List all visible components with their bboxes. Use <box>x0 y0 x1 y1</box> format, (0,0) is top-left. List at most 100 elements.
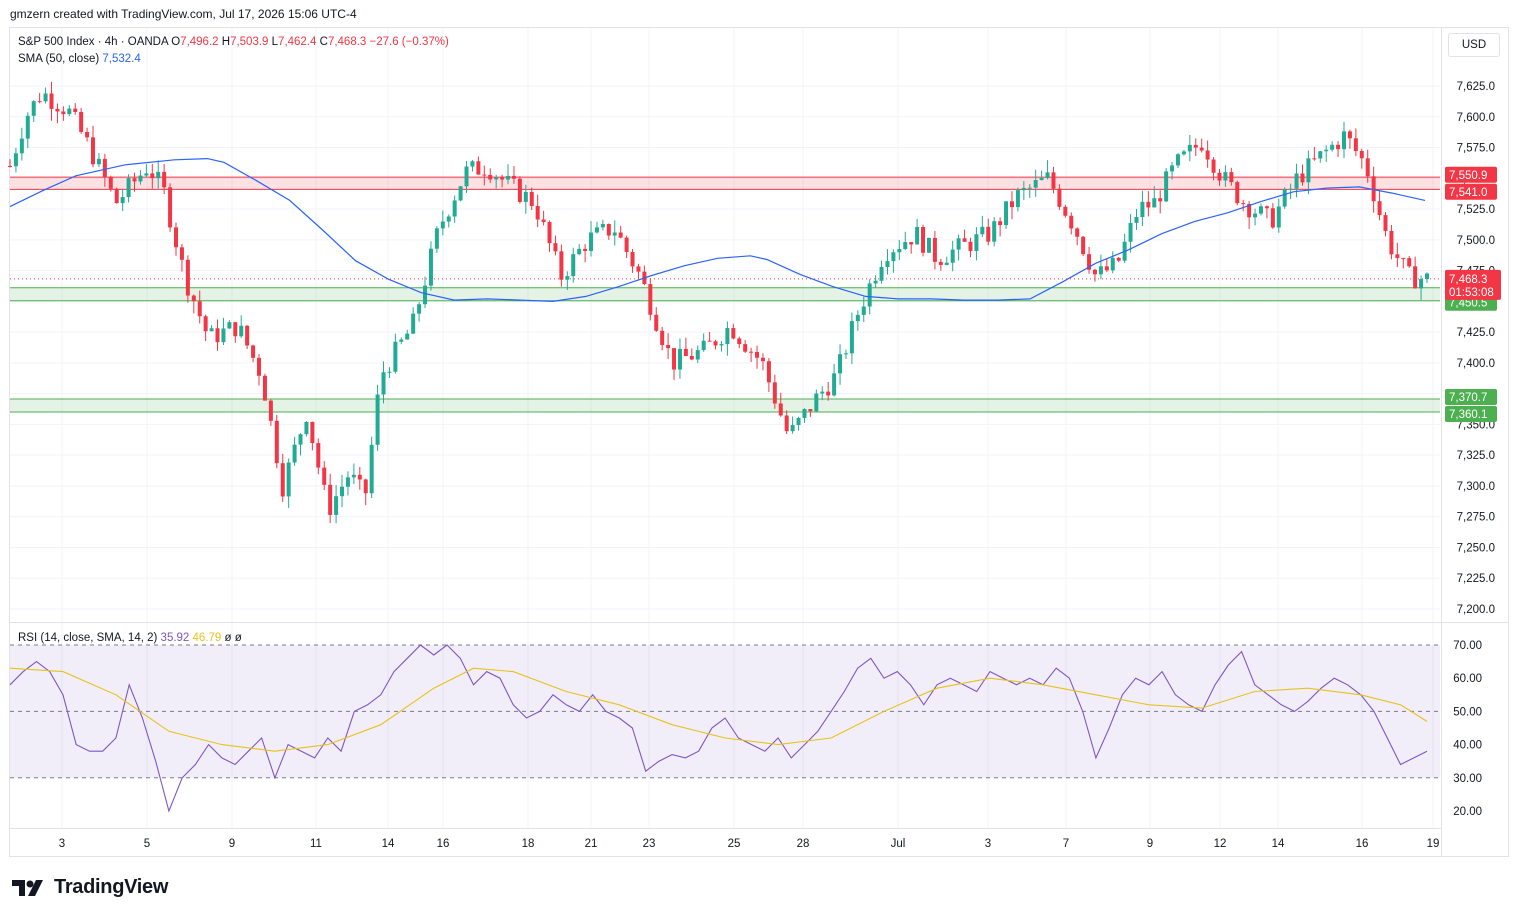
candle <box>340 474 345 508</box>
candle <box>67 105 72 117</box>
candle-body <box>968 241 973 251</box>
candle-body <box>446 216 451 222</box>
candle <box>203 314 208 341</box>
candle-body <box>1211 159 1216 173</box>
candle-body <box>897 249 902 253</box>
candle <box>1033 169 1038 197</box>
candle <box>185 255 190 303</box>
price-tick-label: 7,350.0 <box>1457 419 1495 431</box>
candle-body <box>369 444 374 494</box>
candle <box>760 353 765 371</box>
candle-body <box>1401 258 1406 260</box>
candle-body <box>784 415 789 432</box>
candle <box>262 373 267 401</box>
candle-body <box>1158 198 1163 202</box>
candle <box>298 433 303 456</box>
legend-rsi-label: RSI (14, close, SMA, 14, 2) <box>18 632 158 644</box>
candle-body <box>1187 144 1192 152</box>
candle-body <box>239 325 244 337</box>
candle-body <box>1110 257 1115 271</box>
candle-body <box>1306 158 1311 183</box>
candle-body <box>168 187 173 228</box>
candle-body <box>1009 201 1014 208</box>
candle-body <box>179 247 184 260</box>
zone-label-bottom-bg <box>1445 405 1497 422</box>
candle <box>179 243 184 272</box>
tradingview-logo-icon <box>12 879 43 896</box>
candle-body <box>79 111 84 133</box>
candle-body <box>334 496 339 515</box>
zone-label-bottom: 7,360.1 <box>1445 405 1497 422</box>
candle <box>535 194 540 228</box>
candle <box>1258 203 1263 216</box>
candle <box>1341 121 1346 159</box>
time-tick-label: 9 <box>1147 838 1153 850</box>
candle <box>13 147 18 173</box>
candle-body <box>96 158 101 165</box>
candle-body <box>648 284 653 315</box>
candle <box>1027 184 1032 198</box>
candle-body <box>517 178 522 202</box>
candle <box>1116 257 1121 263</box>
candle <box>1092 268 1097 282</box>
price-tick-label: 7,325.0 <box>1457 450 1495 462</box>
candle-body <box>1264 206 1269 209</box>
candle-body <box>689 356 694 360</box>
candle <box>1425 272 1429 283</box>
candle-body <box>1193 144 1198 148</box>
candle <box>1347 129 1352 149</box>
candle <box>73 103 78 115</box>
candle <box>1004 201 1009 229</box>
candle <box>108 175 113 192</box>
candle <box>962 229 967 242</box>
candle-body <box>1377 201 1382 216</box>
candle-body <box>85 132 90 138</box>
rsi-tick-label: 20.00 <box>1453 806 1482 818</box>
zone-label-top-text: 7,370.7 <box>1449 392 1487 404</box>
candle <box>221 317 226 346</box>
time-tick-label: 5 <box>144 838 150 850</box>
candle <box>565 271 570 290</box>
candle <box>1199 138 1204 153</box>
candle <box>387 367 392 378</box>
candle <box>399 337 404 345</box>
candle-body <box>245 325 250 346</box>
price-zone <box>10 177 1440 190</box>
candle <box>506 164 511 185</box>
candle <box>1152 186 1157 208</box>
candle-body <box>1235 182 1240 204</box>
candle <box>1057 184 1062 210</box>
candle-body <box>980 226 985 235</box>
candle-body <box>262 375 267 401</box>
zone-label-top-text: 7,550.9 <box>1449 170 1487 182</box>
candle-body <box>8 165 12 167</box>
candle <box>523 184 528 214</box>
candle-body <box>672 348 677 370</box>
candle <box>381 361 386 404</box>
candle-body <box>174 227 179 248</box>
candle-body <box>1027 187 1032 189</box>
candle-body <box>683 348 688 357</box>
candle-body <box>55 108 60 112</box>
candle-body <box>1395 254 1400 259</box>
candle <box>814 389 819 412</box>
candle-body <box>67 108 72 115</box>
candle <box>583 244 588 263</box>
candle <box>1312 146 1317 161</box>
candle-body <box>73 108 78 112</box>
candle-body <box>938 261 943 265</box>
candle-body <box>393 341 398 372</box>
candle-body <box>1116 257 1121 261</box>
currency-button[interactable]: USD <box>1448 33 1500 57</box>
zone-label-bottom-bg <box>1445 183 1497 200</box>
candle-body <box>197 301 202 317</box>
candle-body <box>1282 189 1287 207</box>
candle <box>369 436 374 499</box>
candle-body <box>612 232 617 236</box>
candle <box>1158 190 1163 214</box>
candle <box>1069 212 1074 235</box>
candle-body <box>1425 273 1429 280</box>
candle <box>778 392 783 417</box>
candle-body <box>1318 151 1323 159</box>
